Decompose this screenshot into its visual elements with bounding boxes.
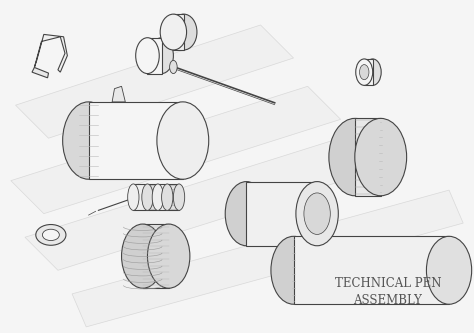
Ellipse shape xyxy=(142,184,153,210)
Ellipse shape xyxy=(128,184,139,210)
Polygon shape xyxy=(158,184,167,210)
Ellipse shape xyxy=(171,14,197,50)
Polygon shape xyxy=(173,14,184,50)
Polygon shape xyxy=(25,134,388,270)
Ellipse shape xyxy=(36,224,66,245)
Polygon shape xyxy=(16,25,293,138)
Polygon shape xyxy=(35,34,67,72)
Ellipse shape xyxy=(63,102,115,179)
Ellipse shape xyxy=(329,119,381,196)
Polygon shape xyxy=(167,184,179,210)
Polygon shape xyxy=(293,236,449,304)
Ellipse shape xyxy=(427,236,472,304)
Text: TECHNICAL PEN
ASSEMBLY: TECHNICAL PEN ASSEMBLY xyxy=(335,277,441,307)
Polygon shape xyxy=(355,119,381,196)
Polygon shape xyxy=(147,184,158,210)
Polygon shape xyxy=(72,190,463,327)
Ellipse shape xyxy=(157,102,209,179)
Ellipse shape xyxy=(271,236,316,304)
Ellipse shape xyxy=(304,193,330,234)
Ellipse shape xyxy=(162,184,173,210)
Ellipse shape xyxy=(121,224,164,288)
Ellipse shape xyxy=(296,181,338,246)
Ellipse shape xyxy=(356,59,373,85)
Ellipse shape xyxy=(355,119,407,196)
Polygon shape xyxy=(112,86,125,102)
Ellipse shape xyxy=(152,184,164,210)
Ellipse shape xyxy=(225,181,268,246)
Ellipse shape xyxy=(42,229,59,240)
Ellipse shape xyxy=(136,38,159,74)
Polygon shape xyxy=(246,181,317,246)
Polygon shape xyxy=(133,184,147,210)
Ellipse shape xyxy=(150,38,173,74)
Polygon shape xyxy=(364,59,373,85)
Ellipse shape xyxy=(359,65,369,80)
Ellipse shape xyxy=(173,184,185,210)
Polygon shape xyxy=(143,224,169,288)
Polygon shape xyxy=(11,86,341,214)
Polygon shape xyxy=(32,68,48,78)
Ellipse shape xyxy=(160,14,187,50)
Polygon shape xyxy=(147,38,162,74)
Ellipse shape xyxy=(147,224,190,288)
Ellipse shape xyxy=(364,59,381,85)
Ellipse shape xyxy=(170,60,177,74)
Polygon shape xyxy=(89,102,183,179)
